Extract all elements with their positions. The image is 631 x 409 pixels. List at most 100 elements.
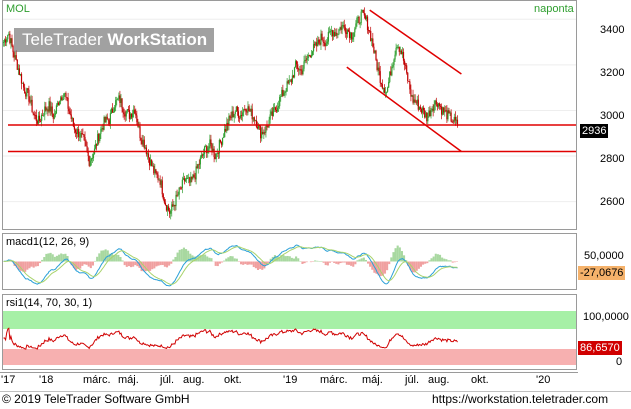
macd-bar — [50, 253, 52, 262]
candle — [197, 164, 198, 169]
macd-bar — [356, 260, 358, 261]
macd-bar — [293, 259, 295, 262]
candle — [294, 67, 295, 79]
candle — [120, 94, 121, 107]
candle — [444, 105, 445, 116]
y-tick-2600: 2600 — [600, 196, 624, 208]
candle — [256, 116, 257, 129]
candle — [57, 101, 58, 107]
candle — [178, 192, 179, 197]
candle — [253, 117, 254, 122]
candle — [401, 49, 402, 54]
macd-bar — [365, 260, 367, 262]
price-y-axis[interactable]: 3400 3200 3000 2800 2600 2936 — [578, 0, 631, 230]
y-tick-3400: 3400 — [600, 24, 624, 36]
candle — [283, 90, 284, 96]
candle — [192, 174, 193, 180]
candle — [299, 66, 300, 75]
candle — [128, 106, 129, 112]
time-label-20: '20 — [536, 374, 550, 386]
candle — [399, 47, 400, 56]
candle — [234, 114, 235, 123]
macd-bar — [314, 260, 316, 261]
macd-bar — [162, 262, 164, 265]
candle — [363, 10, 364, 14]
candle — [180, 186, 181, 189]
candle — [265, 126, 266, 138]
candle — [452, 119, 453, 123]
rsi-last-tag: 86,6570 — [578, 341, 622, 355]
macd-bar — [130, 262, 132, 268]
candle — [293, 75, 294, 78]
macd-bar — [348, 262, 350, 265]
candle — [164, 197, 165, 204]
candle — [289, 75, 290, 85]
macd-bar — [244, 262, 246, 265]
candle — [132, 110, 133, 122]
macd-bar — [422, 262, 424, 265]
candle — [40, 119, 41, 123]
macd-bar — [122, 260, 124, 261]
footer-url-link[interactable]: https://workstation.teletrader.com — [432, 392, 608, 406]
macd-bar — [354, 262, 356, 265]
candle — [188, 174, 189, 184]
time-axis[interactable]: '17 '18 márc. máj. júl. aug. okt. '19 má… — [0, 372, 631, 390]
macd-bar — [452, 262, 454, 263]
candle — [350, 32, 351, 40]
copyright-text: © 2019 TeleTrader Software GmbH — [2, 392, 190, 406]
candle — [89, 155, 90, 167]
candle — [7, 35, 8, 42]
time-label-marc-18: márc. — [83, 374, 111, 386]
candle — [340, 22, 341, 34]
macd-bar — [166, 262, 168, 268]
macd-bar — [151, 262, 153, 270]
candle — [175, 191, 176, 210]
candle — [96, 143, 97, 150]
candle — [373, 43, 374, 53]
candle — [59, 101, 60, 106]
macd-bar — [225, 259, 227, 262]
candle — [389, 71, 390, 83]
macd-bar — [420, 262, 422, 267]
candle — [77, 127, 78, 138]
candle — [368, 27, 369, 35]
last-price-tag: 2936 — [580, 124, 608, 138]
candle — [413, 94, 414, 105]
candle — [220, 139, 221, 143]
macd-bar — [301, 262, 303, 264]
rsi-y-axis[interactable]: 100,0000 86,6570 0 — [578, 294, 631, 370]
macd-bar — [287, 256, 289, 262]
candle — [371, 38, 372, 46]
candle — [151, 159, 152, 166]
candle — [38, 112, 39, 125]
candle — [322, 37, 323, 46]
macd-y-tick-50: 50,0000 — [584, 250, 624, 262]
macd-bar — [255, 262, 257, 269]
candle — [199, 159, 200, 169]
macd-y-axis[interactable]: 50,0000 -27,0676 — [578, 233, 631, 290]
candle — [435, 100, 436, 111]
candle — [203, 149, 204, 159]
candle — [169, 208, 170, 218]
horizontal-levels — [8, 125, 576, 151]
macd-bar — [189, 254, 191, 262]
candle — [442, 107, 443, 116]
candle — [14, 51, 15, 62]
macd-bar — [206, 256, 208, 261]
candle — [83, 134, 84, 141]
macd-bar — [435, 254, 437, 262]
candle — [380, 66, 381, 87]
candle — [168, 204, 169, 212]
macd-bar — [242, 262, 244, 265]
candle — [181, 187, 182, 190]
candle — [270, 109, 271, 123]
watermark-product: WorkStation — [107, 30, 207, 49]
candle — [88, 147, 89, 161]
candle — [78, 126, 79, 141]
macd-bar — [60, 253, 62, 261]
candle — [260, 125, 261, 143]
candle — [331, 26, 332, 37]
candle — [378, 62, 379, 75]
macd-bar — [297, 258, 299, 261]
candle — [320, 30, 321, 50]
